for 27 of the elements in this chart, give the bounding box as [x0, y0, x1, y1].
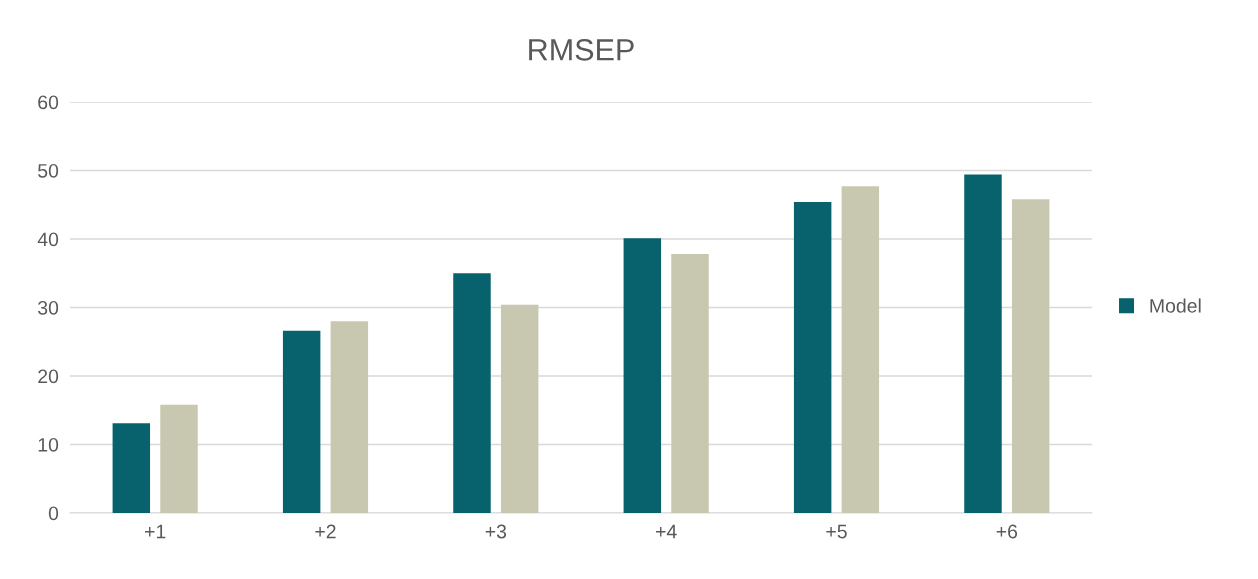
- x-tick-label: +2: [315, 524, 336, 539]
- bar: [964, 174, 1002, 513]
- x-tick-label: +6: [996, 524, 1018, 539]
- y-tick-label: 60: [38, 95, 59, 110]
- y-tick-label: 20: [38, 369, 59, 384]
- bar: [453, 273, 491, 513]
- y-tick-label: 40: [37, 232, 59, 247]
- bar: [623, 238, 662, 513]
- x-tick-label: +5: [826, 524, 847, 539]
- bar: [1011, 199, 1050, 513]
- chart-title: RMSEP: [529, 39, 634, 61]
- y-tick-label: 30: [38, 300, 59, 315]
- x-tick-label: +1: [145, 524, 166, 539]
- x-tick-label: +3: [485, 524, 507, 539]
- x-tick-label: +4: [656, 524, 677, 539]
- y-tick-label: 10: [38, 437, 59, 452]
- legend-label: Model: [1150, 298, 1201, 313]
- bar: [500, 304, 539, 513]
- bar: [841, 186, 880, 513]
- bar: [112, 423, 151, 513]
- y-tick-label: 50: [38, 163, 59, 178]
- y-tick-label: 0: [48, 506, 59, 521]
- bar: [160, 404, 198, 513]
- bar: [671, 254, 709, 513]
- bar: [282, 330, 321, 513]
- bar: [793, 202, 832, 513]
- bar: [330, 321, 369, 513]
